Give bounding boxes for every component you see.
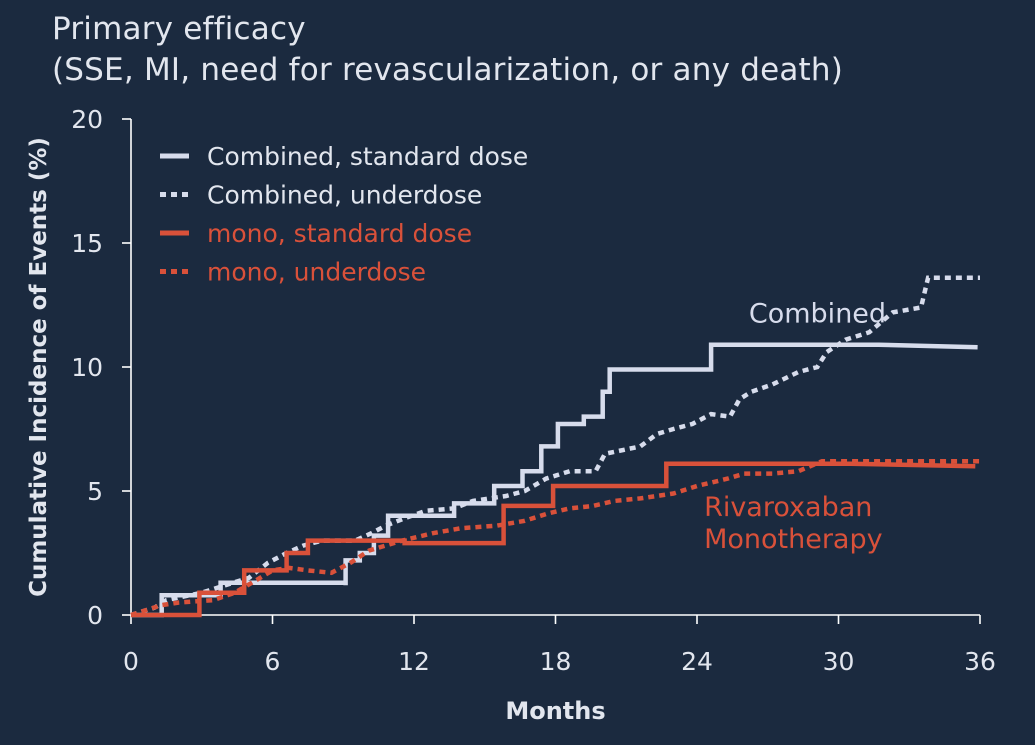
series-layer — [130, 275, 980, 618]
x-axis-label: Months — [505, 697, 605, 725]
chart-title: Primary efficacy — [52, 11, 306, 47]
y-axis-label: Cumulative Incidence of Events (%) — [26, 137, 52, 597]
y-tick-label: 15 — [71, 229, 103, 258]
legend-label-2: mono, standard dose — [207, 219, 472, 248]
legend: Combined, standard dose Combined, underdo… — [160, 142, 528, 287]
series-line-0 — [131, 342, 978, 618]
chart-subtitle: (SSE, MI, need for revascularization, or… — [52, 52, 844, 88]
y-tick-label: 5 — [87, 477, 103, 506]
legend-label-0: Combined, standard dose — [207, 142, 528, 171]
x-tick-label: 6 — [265, 647, 281, 676]
axes: 0 5 10 15 20 0 6 12 18 24 30 36 Months Cumulative Inc… — [26, 105, 996, 725]
annotation-0: Combined — [749, 298, 886, 329]
annotation-2: Monotherapy — [704, 524, 883, 555]
legend-label-3: mono, underdose — [207, 258, 426, 287]
y-tick-label: 0 — [87, 601, 103, 630]
annotation-1: Rivaroxaban — [704, 492, 872, 523]
x-tick-label: 30 — [823, 647, 855, 676]
y-tick-label: 10 — [71, 353, 103, 382]
x-tick-label: 18 — [540, 647, 572, 676]
legend-label-1: Combined, underdose — [207, 181, 482, 210]
x-tick-label: 36 — [964, 647, 996, 676]
x-tick-label: 0 — [123, 647, 139, 676]
y-tick-label: 20 — [71, 105, 103, 134]
x-tick-label: 12 — [398, 647, 430, 676]
x-tick-label: 24 — [681, 647, 713, 676]
